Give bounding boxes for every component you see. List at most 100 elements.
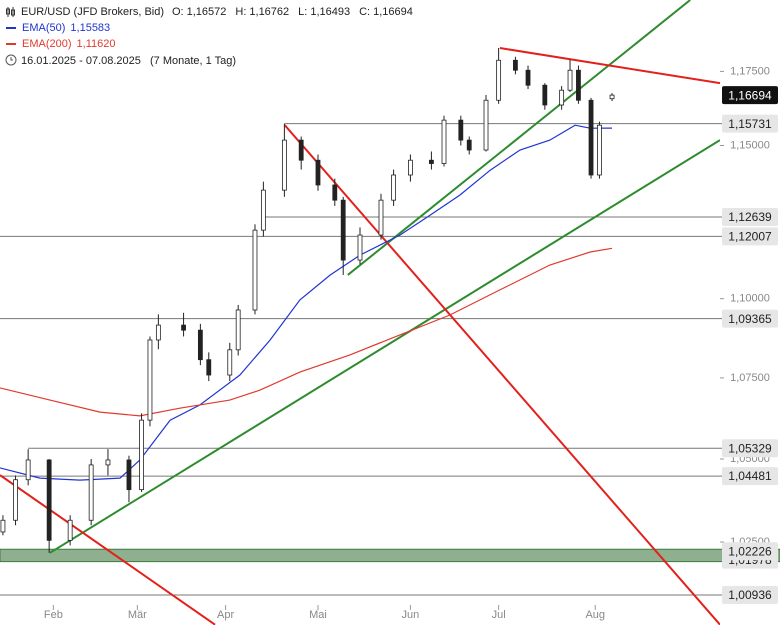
candle-body xyxy=(391,174,397,201)
y-tick-label: 1,17500 xyxy=(730,65,770,77)
candle-body xyxy=(13,479,18,521)
plot-layer xyxy=(0,0,720,625)
trendline xyxy=(347,0,691,276)
date-range: 16.01.2025 - 07.08.2025 xyxy=(21,55,141,67)
candle-body xyxy=(126,459,132,491)
legend-entry: EMA(50) 1,15583 xyxy=(22,22,110,34)
ohlc-value: 1,16493 xyxy=(310,6,350,18)
candle-body xyxy=(227,349,233,376)
candle-body xyxy=(513,59,518,71)
level-box xyxy=(722,207,778,226)
candle-body xyxy=(559,89,565,106)
symbol: EUR/USD (JFD Brokers, Bid) xyxy=(21,6,164,18)
ohlc-value: 1,16762 xyxy=(249,6,289,18)
candle-body xyxy=(542,84,548,106)
candle-layer xyxy=(0,48,615,553)
candle-body xyxy=(67,519,73,541)
y-tick-label: 1,07500 xyxy=(730,372,770,384)
x-tick-label: Jul xyxy=(492,609,506,621)
candle-body xyxy=(252,229,258,311)
candle-body xyxy=(0,519,6,533)
candle-body xyxy=(576,69,581,101)
candle-body xyxy=(139,419,144,491)
level-label: 1,05329 xyxy=(728,441,772,455)
level-box xyxy=(722,309,778,328)
candle-body xyxy=(197,329,203,361)
level-box xyxy=(722,467,778,486)
bar-icon xyxy=(6,7,15,17)
level-label: 1,16694 xyxy=(728,88,772,102)
ohlc-name: C: xyxy=(359,6,370,18)
legend-value: 1,11620 xyxy=(77,38,116,50)
x-tick-label: Mär xyxy=(128,609,147,621)
candle-body xyxy=(496,59,502,101)
support-zone xyxy=(0,548,780,563)
candle-body xyxy=(525,69,531,86)
legend-entry: EMA(200) 1,11620 xyxy=(22,38,115,50)
candle-body xyxy=(260,189,266,231)
header: EUR/USD (JFD Brokers, Bid) 16.01.2025 - … xyxy=(5,6,413,67)
candle-body xyxy=(147,339,153,421)
candle-body xyxy=(429,159,434,164)
level-box xyxy=(722,114,778,133)
x-tick-label: Feb xyxy=(44,609,63,621)
x-tick-label: Mai xyxy=(309,609,327,621)
level-label: 1,09365 xyxy=(728,312,772,326)
ohlc-name: O: xyxy=(172,6,184,18)
ohlc-name: H: xyxy=(235,6,246,18)
level-label: 1,04481 xyxy=(728,469,772,483)
level-label: 1,00936 xyxy=(728,588,772,602)
trendline xyxy=(499,47,720,85)
candle-body xyxy=(46,459,52,541)
level-box xyxy=(722,586,778,605)
candle-body xyxy=(378,199,384,236)
candle-body xyxy=(588,99,594,176)
candle-body xyxy=(298,139,304,161)
x-tick-label: Apr xyxy=(217,609,234,621)
level-label: 1,02226 xyxy=(728,544,772,558)
candle-body xyxy=(332,184,338,201)
trendline xyxy=(49,139,720,554)
candle-body xyxy=(357,234,363,261)
candle-body xyxy=(105,459,111,466)
ohlc-value: 1,16572 xyxy=(187,6,227,18)
candle-body xyxy=(458,119,464,141)
date-span: (7 Monate, 1 Tag) xyxy=(150,55,236,67)
trendline xyxy=(284,124,720,625)
clock-icon xyxy=(5,54,17,66)
ohlc-value: 1,16694 xyxy=(373,6,413,18)
candle-body xyxy=(441,119,447,164)
ohlc: O: 1,16572 H: 1,16762 L: 1,16493 C: 1,16694 xyxy=(172,6,413,18)
candle-body xyxy=(181,324,186,331)
axis-layer: 1,175001,150001,100001,075001,050001,025… xyxy=(44,65,778,621)
candle-body xyxy=(340,199,346,261)
candle-body xyxy=(88,464,94,521)
level-box xyxy=(722,542,778,561)
candle-body xyxy=(155,324,161,341)
candle-body xyxy=(315,159,321,186)
level-label: 1,15731 xyxy=(728,117,772,131)
ema-line xyxy=(0,124,613,481)
ema-line xyxy=(0,247,613,417)
level-box xyxy=(722,439,778,458)
level-label: 1,12007 xyxy=(728,230,772,244)
legend-name: EMA(50) xyxy=(22,22,65,34)
x-tick-label: Jun xyxy=(402,609,420,621)
level-box xyxy=(722,86,778,105)
candle-body xyxy=(281,139,287,191)
grid-layer xyxy=(0,123,780,596)
candle-body xyxy=(597,124,602,176)
candle-body xyxy=(25,459,31,481)
candle-body xyxy=(235,309,241,351)
level-box xyxy=(722,227,778,246)
ohlc-name: L: xyxy=(298,6,307,18)
legend-value: 1,15583 xyxy=(70,22,110,34)
candle-body xyxy=(483,99,489,151)
candle-body xyxy=(567,69,573,91)
y-tick-label: 1,15000 xyxy=(730,139,770,151)
candle-body xyxy=(466,139,472,151)
candle-body xyxy=(408,159,413,176)
candle-body xyxy=(609,94,615,100)
candle-body xyxy=(206,359,212,376)
